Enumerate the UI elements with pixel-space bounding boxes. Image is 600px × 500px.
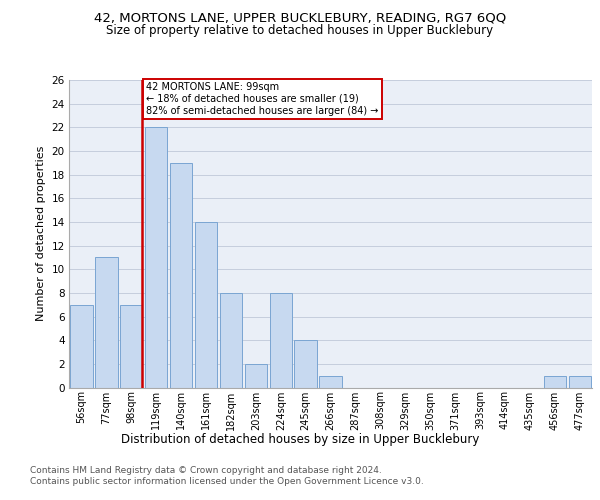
Bar <box>319 376 342 388</box>
Bar <box>145 128 167 388</box>
Text: Size of property relative to detached houses in Upper Bucklebury: Size of property relative to detached ho… <box>106 24 494 37</box>
Text: 42, MORTONS LANE, UPPER BUCKLEBURY, READING, RG7 6QQ: 42, MORTONS LANE, UPPER BUCKLEBURY, READ… <box>94 12 506 24</box>
Y-axis label: Number of detached properties: Number of detached properties <box>36 146 46 322</box>
Bar <box>269 293 292 388</box>
Bar <box>70 304 92 388</box>
Bar <box>569 376 591 388</box>
Bar <box>245 364 267 388</box>
Bar <box>95 258 118 388</box>
Bar <box>295 340 317 388</box>
Text: Contains public sector information licensed under the Open Government Licence v3: Contains public sector information licen… <box>30 478 424 486</box>
Text: Distribution of detached houses by size in Upper Bucklebury: Distribution of detached houses by size … <box>121 432 479 446</box>
Bar <box>220 293 242 388</box>
Bar <box>544 376 566 388</box>
Text: 42 MORTONS LANE: 99sqm
← 18% of detached houses are smaller (19)
82% of semi-det: 42 MORTONS LANE: 99sqm ← 18% of detached… <box>146 82 379 116</box>
Bar <box>195 222 217 388</box>
Bar <box>170 163 193 388</box>
Text: Contains HM Land Registry data © Crown copyright and database right 2024.: Contains HM Land Registry data © Crown c… <box>30 466 382 475</box>
Bar <box>120 304 142 388</box>
